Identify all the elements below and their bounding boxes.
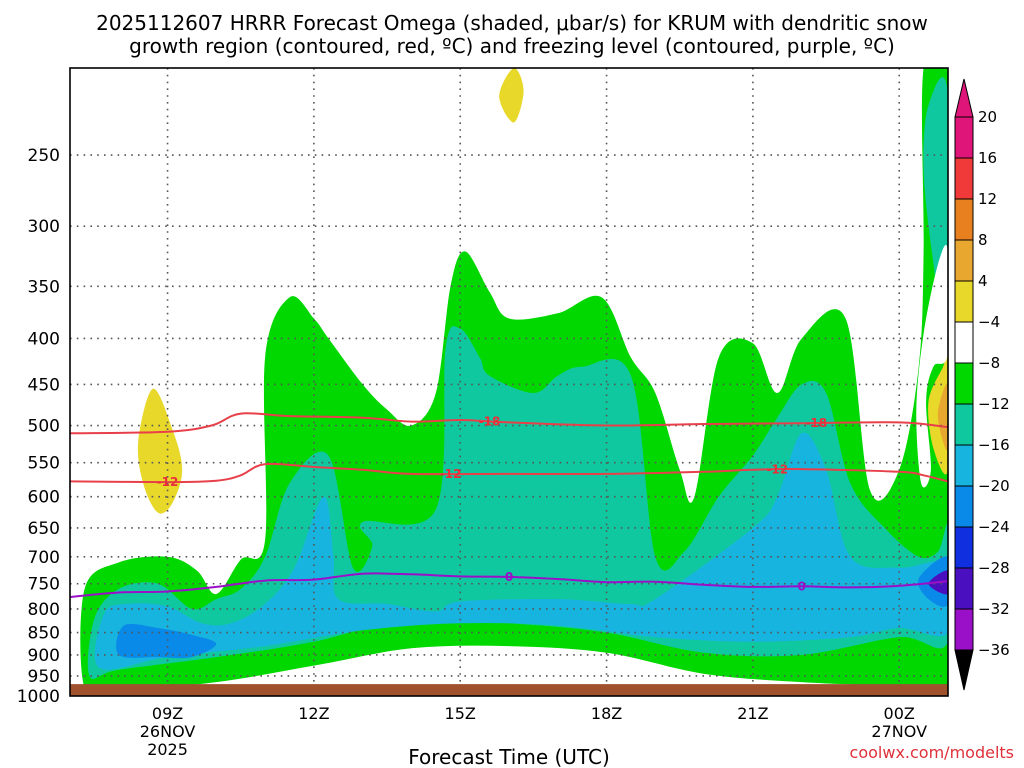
ytick-label-400: 400 — [28, 329, 60, 349]
contour-minus12-label-0: -12 — [157, 475, 179, 489]
ytick-label-450: 450 — [28, 375, 60, 395]
xtick-label-00Z: 00Z — [884, 704, 915, 723]
omega-region-p8-10 — [937, 383, 948, 451]
contour-freezing-label-1: 0 — [797, 579, 805, 593]
ytick-label-250: 250 — [28, 146, 60, 166]
xtick-label-15Z: 15Z — [445, 704, 476, 723]
omega-region-m4-11 — [916, 245, 948, 488]
xtick-sublabel-27NOV: 27NOV — [871, 722, 927, 741]
omega-region-p4-8 — [499, 68, 524, 123]
ytick-label-350: 350 — [28, 277, 60, 297]
colorbar-box-2 — [954, 526, 974, 569]
colorbar-extend-bottom — [954, 649, 974, 691]
colorbar-extend-top — [954, 78, 974, 118]
colorbar-box-9 — [954, 239, 974, 282]
colorbar-box-1 — [954, 567, 974, 610]
ytick-label-950: 950 — [28, 667, 60, 687]
chart-title-line-2: growth region (contoured, red, ºC) and f… — [129, 34, 895, 58]
contour-minus12-label-1: -12 — [440, 467, 462, 481]
xtick-sublabel-2025: 2025 — [147, 740, 188, 759]
ytick-label-1000: 1000 — [17, 687, 60, 707]
xtick-label-12Z: 12Z — [298, 704, 329, 723]
xtick-label-18Z: 18Z — [591, 704, 622, 723]
contour-minus18-label-0: -18 — [479, 414, 501, 428]
colorbar-box-4 — [954, 444, 974, 487]
contour-freezing-label-0: 0 — [505, 570, 513, 584]
colorbar-tick-2: 12 — [978, 190, 997, 208]
colorbar-tick-13: −36 — [978, 641, 1010, 659]
gridlines — [70, 68, 948, 696]
colorbar-box-0 — [954, 608, 974, 651]
colorbar-tick-7: −12 — [978, 395, 1010, 413]
colorbar-box-6 — [954, 362, 974, 405]
ground-surface — [70, 684, 948, 696]
contour-freezing-line — [70, 572, 948, 598]
colorbar-tick-5: −4 — [978, 313, 1000, 331]
x-axis-label: Forecast Time (UTC) — [408, 745, 610, 768]
colorbar-tick-9: −20 — [978, 477, 1010, 495]
ytick-label-600: 600 — [28, 488, 60, 508]
colorbar-box-3 — [954, 485, 974, 528]
xtick-sublabel-26NOV: 26NOV — [140, 722, 196, 741]
ytick-label-700: 700 — [28, 548, 60, 568]
colorbar-box-10 — [954, 198, 974, 241]
colorbar-tick-12: −32 — [978, 600, 1010, 618]
plot-frame — [69, 67, 949, 697]
omega-shading — [80, 68, 948, 696]
colorbar-tick-8: −16 — [978, 436, 1010, 454]
colorbar-box-7 — [954, 321, 974, 364]
ytick-label-850: 850 — [28, 624, 60, 644]
colorbar-box-8 — [954, 280, 974, 323]
omega-region-m20-4 — [116, 623, 217, 659]
omega-region-m16-3 — [94, 432, 948, 670]
colorbar-tick-3: 8 — [978, 231, 988, 249]
ytick-label-800: 800 — [28, 600, 60, 620]
contour-minus18-label-1: -18 — [805, 416, 827, 430]
colorbar-tick-10: −24 — [978, 518, 1010, 536]
chart-title-line-1: 2025112607 HRRR Forecast Omega (shaded, … — [96, 11, 928, 35]
colorbar-tick-4: 4 — [978, 272, 988, 290]
colorbar-tick-1: 16 — [978, 149, 997, 167]
contour-minus12-line — [70, 462, 948, 484]
colorbar-box-11 — [954, 157, 974, 200]
colorbar: 20 16 12 8 4 −4 −8 −12 −16 −20 −24 −28 −32 −36 — [954, 78, 1010, 691]
ytick-label-900: 900 — [28, 646, 60, 666]
contour-minus18-line — [70, 412, 948, 435]
contours: -18 -18 -12 -12 -12 0 0 — [70, 412, 948, 598]
plot-area: -18 -18 -12 -12 -12 0 0 — [70, 68, 948, 696]
y-axis-ticks: 2503003504004505005506006507007508008509… — [17, 146, 60, 707]
ytick-label-550: 550 — [28, 454, 60, 474]
colorbar-tick-6: −8 — [978, 354, 1000, 372]
colorbar-box-12 — [954, 116, 974, 159]
credit-text[interactable]: coolwx.com/modelts — [850, 743, 1014, 762]
xtick-label-09Z: 09Z — [152, 704, 183, 723]
colorbar-tick-0: 20 — [978, 108, 997, 126]
ytick-label-300: 300 — [28, 217, 60, 237]
ytick-label-750: 750 — [28, 575, 60, 595]
ytick-label-500: 500 — [28, 417, 60, 437]
xtick-label-21Z: 21Z — [737, 704, 768, 723]
colorbar-tick-11: −28 — [978, 559, 1010, 577]
ytick-label-650: 650 — [28, 519, 60, 539]
contour-minus12-label-2: -12 — [766, 462, 788, 476]
colorbar-box-5 — [954, 403, 974, 446]
